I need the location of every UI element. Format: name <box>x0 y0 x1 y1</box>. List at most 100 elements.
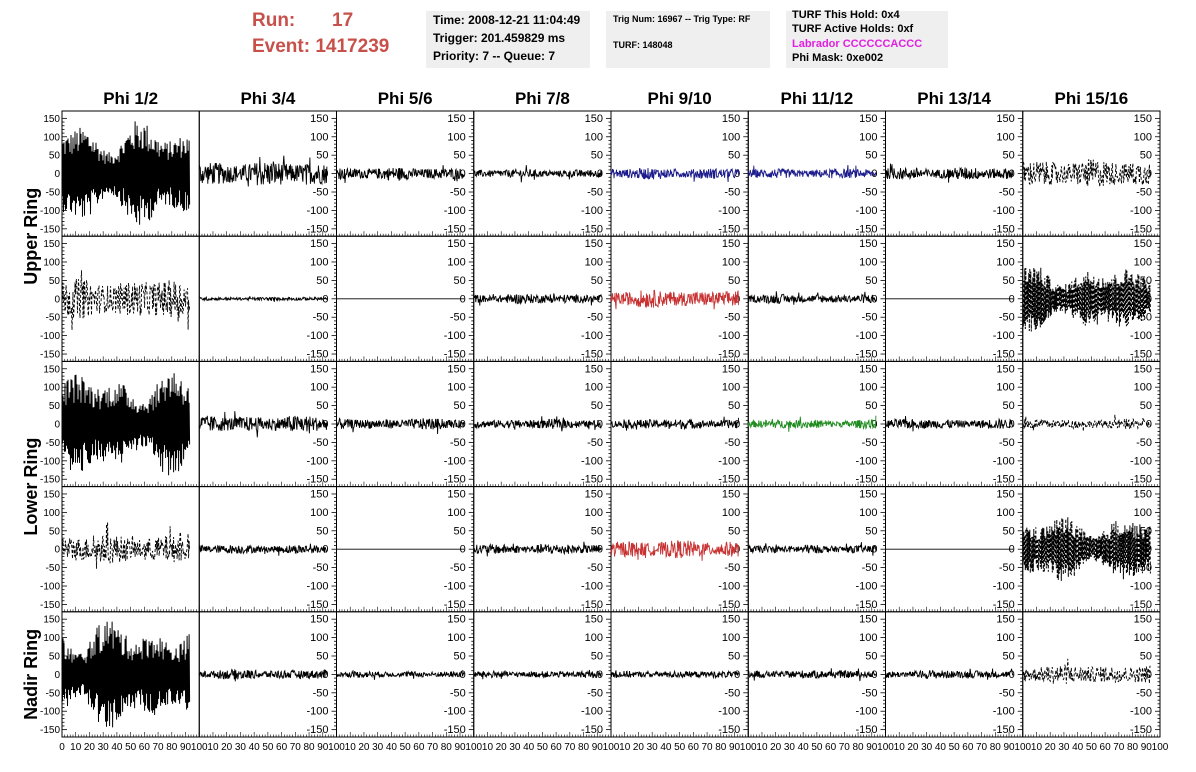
waveform-trace <box>1022 658 1151 684</box>
y-tick-label: 150 <box>447 488 465 500</box>
x-tick-label: 70 <box>1113 742 1125 753</box>
run-label: Run: <box>252 10 296 31</box>
x-tick-label: 100 <box>191 742 208 753</box>
y-tick-label: -150 <box>40 600 60 611</box>
y-tick-label: -100 <box>581 706 603 718</box>
y-tick-label: 150 <box>43 114 60 125</box>
waveform-trace <box>198 155 328 187</box>
y-tick-label: -150 <box>444 724 466 736</box>
y-tick-label: -50 <box>1136 187 1152 199</box>
column-title: Phi 3/4 <box>240 89 295 108</box>
y-tick-label: 150 <box>43 489 60 500</box>
waveform-trace <box>885 163 1014 183</box>
y-tick-label: -50 <box>724 687 740 699</box>
y-tick-label: 150 <box>996 113 1014 125</box>
y-tick-label: 100 <box>310 507 328 519</box>
y-tick-label: 100 <box>722 131 740 143</box>
y-tick-label: -150 <box>993 599 1015 611</box>
y-tick-label: 150 <box>859 488 877 500</box>
y-tick-label: -150 <box>581 724 603 736</box>
turf-info-box: TURF This Hold: 0x4 TURF Active Holds: 0… <box>786 9 948 68</box>
y-tick-label: 100 <box>859 632 877 644</box>
y-tick-label: 0 <box>1009 669 1015 681</box>
x-tick-label: 80 <box>1127 742 1139 753</box>
x-tick-label: 70 <box>153 742 165 753</box>
run-line: Run: 17 <box>252 8 424 34</box>
y-tick-label: -50 <box>999 187 1015 199</box>
y-tick-label: 100 <box>722 382 740 394</box>
y-tick-label: -100 <box>718 205 740 217</box>
waveform-trace <box>198 411 328 438</box>
y-tick-label: 150 <box>1134 614 1152 626</box>
y-tick-label: -50 <box>46 688 61 699</box>
y-tick-label: 50 <box>316 150 328 162</box>
row-group-label: Nadir Ring <box>21 629 41 720</box>
y-tick-label: -150 <box>1130 223 1152 235</box>
waveform-trace <box>61 270 191 331</box>
y-tick-label: 100 <box>310 131 328 143</box>
y-tick-label: 100 <box>996 507 1014 519</box>
y-tick-label: -150 <box>855 474 877 486</box>
y-tick-label: 0 <box>597 293 603 305</box>
y-tick-label: -100 <box>444 455 466 467</box>
x-tick-label: 40 <box>386 742 398 753</box>
y-tick-label: 0 <box>322 293 328 305</box>
y-tick-label: -150 <box>581 223 603 235</box>
run-value: 17 <box>332 10 354 31</box>
y-tick-label: 50 <box>49 276 61 287</box>
x-tick-label: 30 <box>1058 742 1070 753</box>
x-tick-label: 30 <box>98 742 110 753</box>
waveform-trace <box>885 668 1014 680</box>
waveform-trace <box>610 289 740 310</box>
y-tick-label: 100 <box>996 382 1014 394</box>
y-tick-label: 50 <box>865 275 877 287</box>
y-tick-label: -150 <box>855 724 877 736</box>
x-tick-label: 100 <box>740 742 757 753</box>
y-tick-label: -100 <box>855 205 877 217</box>
y-tick-label: 150 <box>585 113 603 125</box>
y-tick-label: 100 <box>447 632 465 644</box>
x-tick-label: 90 <box>180 742 192 753</box>
y-tick-label: 100 <box>722 256 740 268</box>
waveform-trace <box>336 165 465 184</box>
waveform-trace <box>748 668 877 682</box>
y-tick-label: 50 <box>728 275 740 287</box>
y-tick-label: -100 <box>993 581 1015 593</box>
x-tick-label: 20 <box>633 742 645 753</box>
y-tick-label: 100 <box>447 382 465 394</box>
y-tick-label: -100 <box>855 706 877 718</box>
y-tick-label: -150 <box>40 224 60 235</box>
y-tick-label: -150 <box>306 599 328 611</box>
y-tick-label: 50 <box>454 275 466 287</box>
y-tick-label: -150 <box>1130 724 1152 736</box>
y-tick-label: 150 <box>722 614 740 626</box>
x-tick-label: 100 <box>1152 742 1169 753</box>
waveform-trace <box>1022 267 1151 332</box>
waveform-trace <box>747 415 877 432</box>
x-tick-label: 10 <box>756 742 768 753</box>
y-tick-label: -150 <box>718 724 740 736</box>
y-tick-label: -100 <box>306 581 328 593</box>
y-tick-label: -100 <box>718 706 740 718</box>
y-tick-label: 150 <box>310 614 328 626</box>
y-tick-label: -100 <box>855 330 877 342</box>
y-tick-label: 150 <box>310 113 328 125</box>
y-tick-label: -150 <box>306 724 328 736</box>
waveform-trace <box>473 293 602 306</box>
y-tick-label: 50 <box>865 525 877 537</box>
y-tick-label: 100 <box>585 256 603 268</box>
y-tick-label: -50 <box>862 687 878 699</box>
y-tick-label: 0 <box>54 169 60 180</box>
x-tick-label: 0 <box>59 742 65 753</box>
y-tick-label: -50 <box>862 562 878 574</box>
x-tick-label: 10 <box>894 742 906 753</box>
y-tick-label: -50 <box>587 312 603 324</box>
x-tick-label: 10 <box>619 742 631 753</box>
x-tick-label: 60 <box>1100 742 1112 753</box>
y-tick-label: -150 <box>718 474 740 486</box>
waveform-trace <box>747 291 877 305</box>
y-tick-label: -100 <box>40 206 60 217</box>
y-tick-label: 100 <box>310 382 328 394</box>
event-label: Event: <box>252 36 311 57</box>
y-tick-label: -50 <box>313 687 329 699</box>
